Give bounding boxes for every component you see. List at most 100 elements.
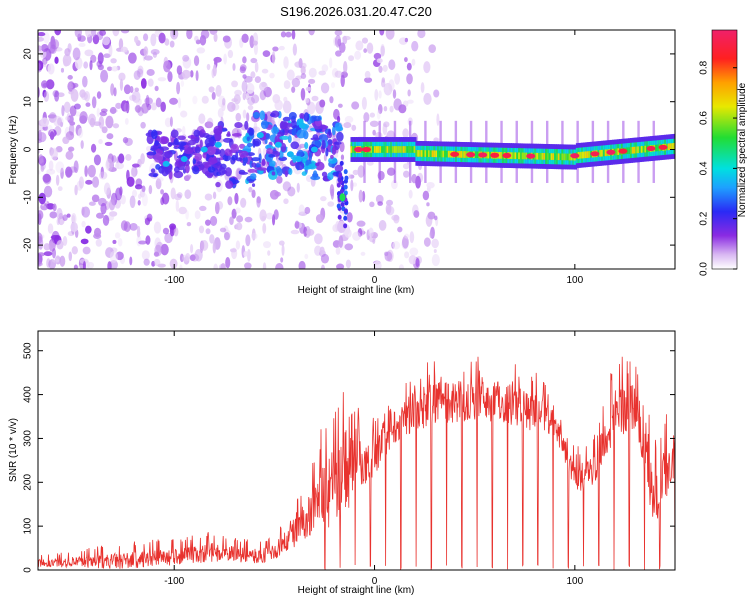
spectrogram-noise-cell: [102, 36, 110, 46]
spectrogram-band-cell: [408, 146, 412, 153]
spectrogram-noise-cell: [120, 46, 128, 53]
spectrogram-core-cell: [150, 168, 156, 173]
spectrogram-noise-cell: [342, 35, 351, 41]
spectrogram-peak-cell: [339, 193, 346, 202]
spectrogram-noise-cell: [132, 163, 140, 168]
snr-x-tick-label: 100: [566, 576, 583, 587]
spectrogram-noise-cell: [261, 81, 267, 88]
spectrogram-band-cell: [417, 150, 421, 157]
spectrogram-noise-cell: [338, 235, 344, 248]
spectrogram-core-cell: [339, 188, 344, 194]
spectrogram-noise-cell: [250, 57, 258, 64]
spectrogram-core-cell: [251, 183, 256, 187]
spectrogram-noise-cell: [314, 233, 323, 245]
spectrogram-noise-cell: [290, 229, 300, 235]
spectrogram-noise-cell: [402, 163, 410, 170]
spectrogram-peak-cell: [298, 122, 306, 129]
spectrogram-noise-cell: [201, 95, 209, 104]
spectrogram-noise-cell: [145, 145, 152, 152]
spectrogram-noise-cell: [112, 123, 120, 129]
spectrogram-core-cell: [192, 158, 196, 165]
spectrogram-noise-cell: [63, 58, 69, 67]
spectrogram-noise-cell: [105, 115, 114, 129]
spectrogram-core-cell: [253, 111, 260, 119]
spectrogram-noise-cell: [134, 184, 143, 190]
spectrogram-noise-cell: [254, 76, 262, 83]
spectrogram-noise-cell: [235, 112, 242, 122]
spectrogram-noise-cell: [314, 245, 322, 256]
spectrogram-noise-cell: [235, 240, 241, 250]
spectrogram-band-cell: [442, 150, 446, 158]
spectrogram-core-cell: [336, 182, 341, 188]
spectrogram-core-cell: [168, 142, 175, 146]
spectrogram-core-cell: [275, 165, 281, 173]
spectrogram-noise-cell: [379, 30, 385, 36]
spectrogram-noise-cell: [262, 50, 271, 57]
spectrogram-noise-cell: [47, 223, 54, 234]
spectrogram-x-tick-label: 100: [566, 275, 583, 286]
spectrogram-noise-cell: [262, 241, 272, 249]
spectrogram-noise-cell: [79, 111, 88, 124]
spectrogram-noise-cell: [115, 102, 122, 109]
spectrogram-noise-cell: [198, 113, 206, 124]
spectrogram-noise-cell: [120, 194, 126, 205]
spectrogram-core-cell: [177, 135, 186, 141]
spectrogram-noise-cell: [241, 33, 249, 44]
snr-y-ticks: 0 100 200 300 400 500: [23, 342, 675, 573]
spectrogram-band-cell: [420, 150, 424, 157]
spectrogram-core-cell: [225, 180, 234, 189]
spectrogram-noise-cell: [120, 30, 130, 34]
spectrogram-band-cell: [428, 150, 432, 157]
spectrogram-noise-cell: [60, 67, 65, 73]
spectrogram-noise-cell: [250, 71, 256, 79]
spectrogram-core-cell: [308, 151, 313, 162]
spectrogram-noise-cell: [218, 263, 226, 269]
spectrogram-noise-cell: [109, 260, 118, 269]
spectrogram-band-cell: [552, 153, 556, 160]
spectrogram-noise-cell: [189, 254, 196, 261]
spectrogram-band-cell: [512, 152, 516, 160]
spectrogram-core-cell: [308, 163, 317, 170]
spectrogram-noise-cell: [193, 55, 200, 67]
spectrogram-core-cell: [270, 110, 280, 118]
spectrogram-noise-cell: [71, 212, 77, 225]
spectrogram-band-cell: [536, 152, 540, 160]
spectrogram-noise-cell: [214, 201, 220, 215]
spectrogram-peak-cell: [354, 146, 364, 153]
spectrogram-peak-cell: [362, 146, 372, 153]
spectrogram-noise-cell: [184, 189, 192, 200]
spectrogram-band-cell: [655, 144, 659, 152]
spectrogram-noise-cell: [135, 104, 141, 114]
spectrogram-noise-cell: [169, 116, 173, 127]
spectrogram-band-cell: [411, 146, 415, 153]
spectrogram-noise-cell: [98, 116, 105, 129]
spectrogram-noise-cell: [109, 250, 118, 263]
colorbar-label: Normalized spectral amplitude: [737, 82, 748, 217]
spectrogram-noise-cell: [153, 221, 162, 234]
colorbar-tick-label: 0.6: [699, 111, 710, 125]
spectrogram-noise-cell: [50, 147, 58, 158]
spectrogram-core-cell: [177, 145, 185, 150]
spectrogram-noise-cell: [194, 35, 199, 42]
spectrogram-band-cell: [476, 151, 480, 159]
spectrogram-noise-cell: [98, 139, 103, 145]
spectrogram-noise-cell: [92, 176, 100, 188]
spectrogram-noise-cell: [433, 215, 438, 221]
spectrogram-core-cell: [194, 153, 203, 161]
spectrogram-noise-cell: [150, 33, 157, 47]
spectrogram-noise-cell: [351, 101, 360, 110]
spectrogram-noise-cell: [408, 189, 413, 199]
spectrogram-noise-cell: [245, 92, 250, 101]
spectrogram-noise-cell: [305, 174, 313, 183]
spectrogram-noise-cell: [56, 240, 64, 250]
spectrogram-noise-cell: [136, 68, 144, 78]
spectrogram-noise-cell: [169, 97, 179, 105]
spectrogram-noise-cell: [128, 52, 137, 64]
spectrogram-noise-cell: [134, 105, 142, 113]
spectrogram-noise-cell: [48, 160, 54, 171]
spectrogram-core-cell: [251, 157, 261, 162]
spectrogram-noise-cell: [247, 104, 254, 111]
spectrogram-noise-cell: [62, 236, 68, 247]
spectrogram-noise-cell: [386, 167, 396, 176]
spectrogram-noise-cell: [291, 30, 296, 40]
